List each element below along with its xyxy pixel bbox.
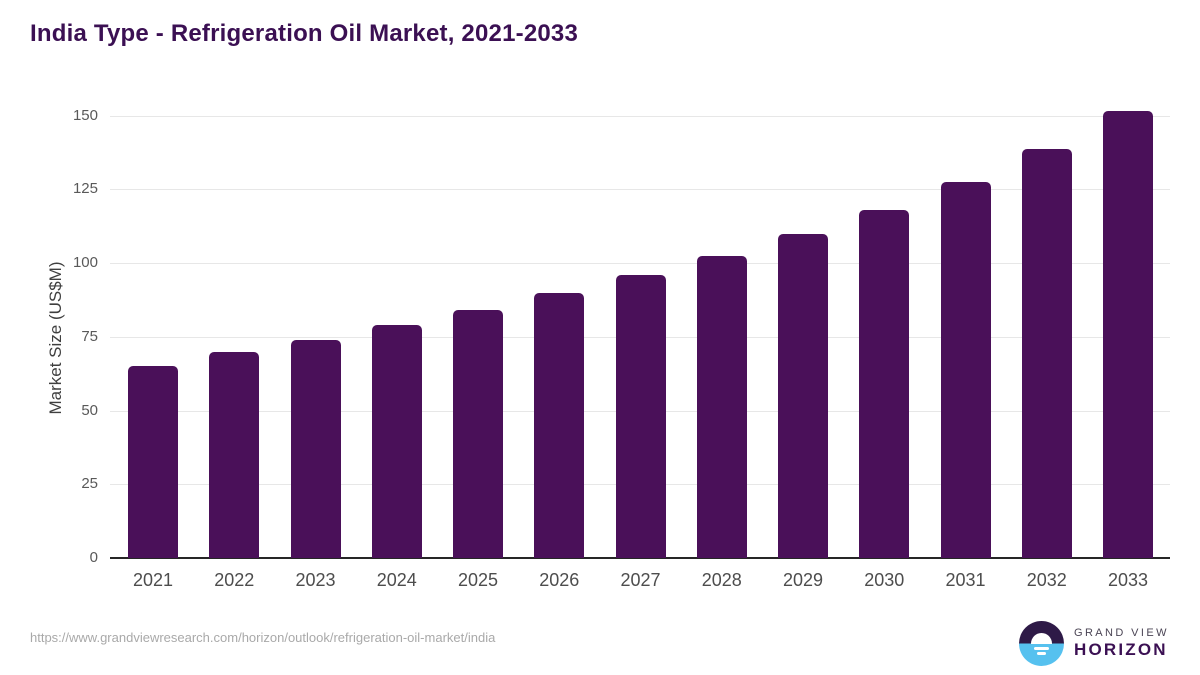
chart-title: India Type - Refrigeration Oil Market, 2… xyxy=(30,20,579,47)
y-tick-label-100: 100 xyxy=(72,254,98,271)
gridline-150 xyxy=(110,115,1170,117)
x-tick-label-2031: 2031 xyxy=(945,570,986,590)
source-url: https://www.grandviewresearch.com/horizo… xyxy=(30,630,496,645)
logo-product-name: HORIZON xyxy=(1074,640,1168,660)
y-tick-label-0: 0 xyxy=(89,549,98,566)
y-tick-label-75: 75 xyxy=(81,327,98,345)
x-tick-label-2021: 2021 xyxy=(132,570,174,590)
plot-area: 0 25 50 75 100 125 150 2021 2022 2023 2024 2025 2026… xyxy=(73,100,1170,590)
bar-2025[interactable] xyxy=(453,310,503,558)
x-tick-label-2029: 2029 xyxy=(782,570,824,590)
reflection-line-icon xyxy=(1034,646,1049,650)
y-tick-label-150: 150 xyxy=(72,106,98,124)
x-tick-label-2028: 2028 xyxy=(701,570,742,590)
bar-2027[interactable] xyxy=(615,274,666,558)
bar-2023[interactable] xyxy=(290,339,341,558)
logo-text: GRAND VIEW HORIZON xyxy=(1074,627,1169,659)
x-tick-label-2033: 2033 xyxy=(1107,570,1149,590)
x-tick-label-2027: 2027 xyxy=(620,570,661,590)
bar-2031[interactable] xyxy=(940,181,991,558)
sun-icon xyxy=(1031,633,1052,644)
bar-2033[interactable] xyxy=(1103,111,1153,558)
bar-2032[interactable] xyxy=(1021,149,1072,558)
x-tick-label-2022: 2022 xyxy=(214,570,255,590)
gridline-100 xyxy=(110,263,1170,264)
bar-2024[interactable] xyxy=(371,324,422,558)
x-tick-label-2023: 2023 xyxy=(295,570,336,590)
bar-2026[interactable] xyxy=(534,292,585,558)
bar-2021[interactable] xyxy=(128,366,178,558)
x-tick-label-2026: 2026 xyxy=(539,570,580,590)
x-tick-label-2025: 2025 xyxy=(457,570,499,590)
y-tick-label-50: 50 xyxy=(81,401,98,419)
brand-logo: GRAND VIEW HORIZON xyxy=(1019,621,1169,666)
x-axis-line xyxy=(110,557,1170,559)
reflection-line-icon xyxy=(1037,652,1046,655)
bar-2029[interactable] xyxy=(778,233,828,558)
logo-brand-name: GRAND VIEW xyxy=(1074,627,1169,640)
bar-2022[interactable] xyxy=(209,351,260,558)
x-tick-label-2030: 2030 xyxy=(864,570,905,590)
bar-2028[interactable] xyxy=(696,255,747,558)
gridline-125 xyxy=(110,189,1170,191)
horizon-sunrise-icon xyxy=(1019,621,1064,666)
x-tick-label-2032: 2032 xyxy=(1026,570,1067,590)
bar-2030[interactable] xyxy=(859,209,910,558)
y-tick-label-25: 25 xyxy=(81,475,98,493)
y-tick-label-125: 125 xyxy=(72,180,98,198)
x-tick-label-2024: 2024 xyxy=(376,570,417,590)
